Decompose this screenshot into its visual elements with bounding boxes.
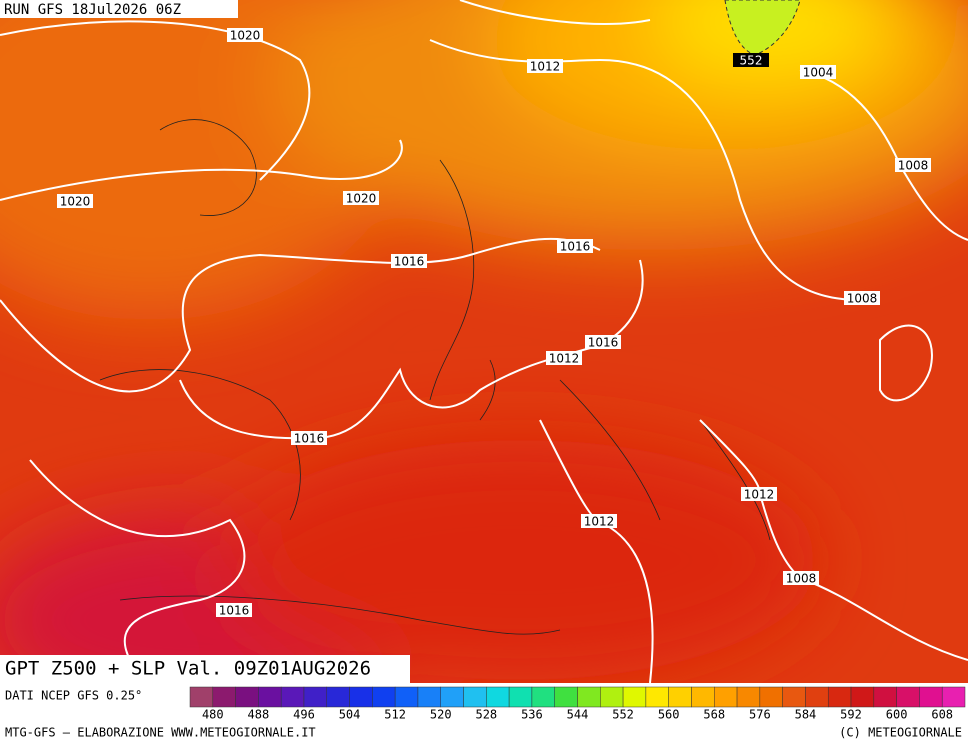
isobar-label: 1016 [560, 240, 591, 254]
colorbar-swatch [189, 686, 214, 708]
colorbar-swatch [736, 686, 761, 708]
colorbar-swatch [850, 686, 875, 708]
colorbar-swatch [349, 686, 373, 708]
colorbar-swatch [212, 686, 236, 708]
colorbar-swatch [394, 686, 419, 708]
colorbar-swatch [941, 686, 966, 708]
colorbar-swatch [258, 686, 282, 708]
colorbar-swatch [622, 686, 647, 708]
source-label: DATI NCEP GFS 0.25° [5, 689, 142, 703]
isobar-label-box [733, 53, 769, 67]
colorbar-swatch [554, 686, 578, 708]
isobar-label-box [741, 487, 777, 501]
title-box [0, 655, 410, 683]
isobar-label: 1012 [549, 352, 580, 366]
colorbar-label: 544 [567, 708, 589, 722]
colorbar-swatch [531, 686, 555, 708]
isobar-labels: 1020 1012 552 1004 1008 1020 1020 1016 1016 1008 1… [57, 28, 931, 618]
colorbar-swatch [873, 686, 897, 708]
isobar-label: 552 [740, 54, 763, 68]
colorbar-swatch [463, 686, 487, 708]
isobar-label: 1016 [394, 255, 425, 269]
isobar-label-box [895, 158, 931, 172]
colorbar-label: 584 [795, 708, 817, 722]
isobar-label: 1004 [803, 66, 834, 80]
colorbar-swatch [782, 686, 806, 708]
colorbar-swatch [440, 686, 464, 708]
colorbar-swatch [417, 686, 441, 708]
colorbar-swatch [805, 686, 829, 708]
colorbar-label: 496 [293, 708, 315, 722]
colorbar-swatch [303, 686, 328, 708]
isobar-label-box [800, 65, 836, 79]
colorbar-swatch [600, 686, 624, 708]
colorbar-label: 504 [339, 708, 361, 722]
colorbar-swatch [577, 686, 601, 708]
credit-right: (C) METEOGIORNALE [839, 726, 962, 740]
colorbar-swatch [645, 686, 669, 708]
colorbar-swatch [759, 686, 783, 708]
isobar-label-box [844, 291, 880, 305]
isobar-label: 1012 [744, 488, 775, 502]
isobar-label: 1020 [346, 192, 377, 206]
colorbar-label: 560 [658, 708, 680, 722]
colorbar-swatch [668, 686, 692, 708]
isobar-label-box [227, 28, 263, 42]
isobar-label: 1016 [219, 604, 250, 618]
isobar-label: 1016 [588, 336, 619, 350]
isobar-label-box [291, 431, 327, 445]
colorbar-swatch [280, 686, 305, 708]
isobar-label: 1012 [530, 60, 561, 74]
isobar-label-box [557, 239, 593, 253]
colorbar-label: 488 [248, 708, 270, 722]
isobar-label-box [216, 603, 252, 617]
isobar-label-box [546, 351, 582, 365]
colorbar-swatch [508, 686, 533, 708]
isobar-label: 1008 [847, 292, 878, 306]
colorbar-label: 520 [430, 708, 452, 722]
colorbar-label: 568 [703, 708, 725, 722]
colorbar-label: 552 [612, 708, 634, 722]
colorbar-label: 480 [202, 708, 224, 722]
isobar-label: 1008 [898, 159, 929, 173]
colorbar-swatch [919, 686, 943, 708]
map-field [0, 0, 968, 730]
isobar-label-box [391, 254, 427, 268]
run-label: RUN GFS 18Jul2026 06Z [4, 2, 181, 18]
colorbar: 480 488 496 504 512 520 528 536 544 552 560 568 576 5… [189, 686, 966, 722]
colorbar-label: 536 [521, 708, 543, 722]
isobar-label: 1008 [786, 572, 817, 586]
credit-left: MTG-GFS — ELABORAZIONE WWW.METEOGIORNALE… [5, 726, 316, 740]
colorbar-swatch [486, 686, 510, 708]
header-box [0, 0, 238, 18]
isobar-label-box [527, 59, 563, 73]
colorbar-label: 528 [475, 708, 497, 722]
colorbar-label: 608 [931, 708, 953, 722]
colorbar-swatch [714, 686, 738, 708]
colorbar-swatch [326, 686, 350, 708]
isobar-label-box [585, 335, 621, 349]
colorbar-swatch [827, 686, 852, 708]
isobar-label: 1020 [230, 29, 261, 43]
isobar-label-box [783, 571, 819, 585]
isobar-label-box [343, 191, 379, 205]
isobar-label: 1012 [584, 515, 615, 529]
colorbar-label: 576 [749, 708, 771, 722]
map-title: GPT Z500 + SLP Val. 09Z01AUG2026 [5, 658, 371, 680]
isobar-label: 1016 [294, 432, 325, 446]
colorbar-label: 592 [840, 708, 862, 722]
isobar-label-box [57, 194, 93, 208]
colorbar-swatch [235, 686, 259, 708]
colorbar-label: 600 [886, 708, 908, 722]
colorbar-swatch [896, 686, 920, 708]
colorbar-swatch [372, 686, 396, 708]
colorbar-swatch [691, 686, 715, 708]
isobar-label: 1020 [60, 195, 91, 209]
isobar-label-box [581, 514, 617, 528]
colorbar-label: 512 [384, 708, 406, 722]
